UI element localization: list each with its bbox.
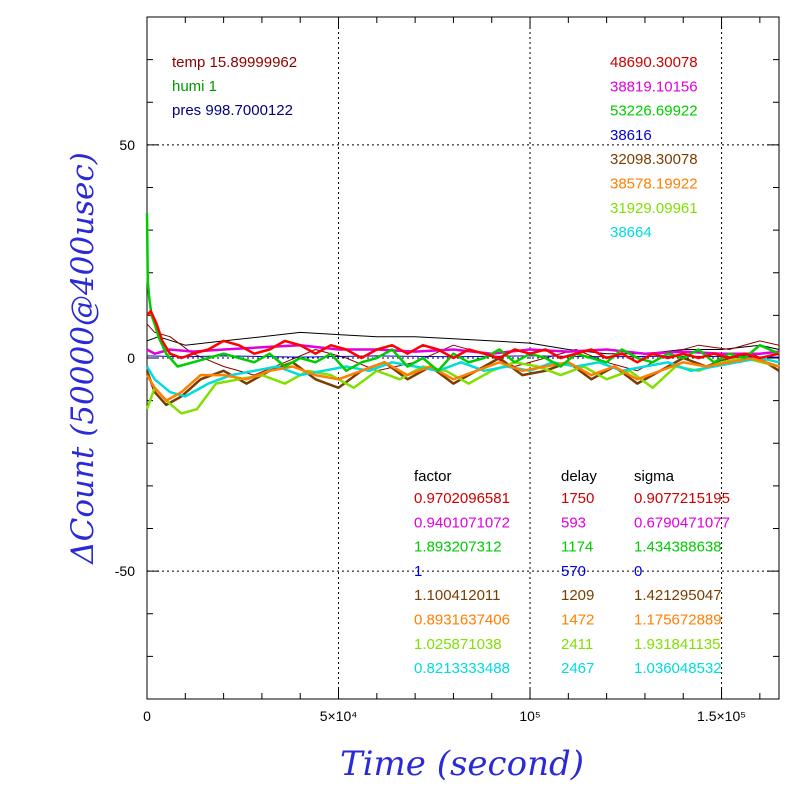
x-tick-label: 0 bbox=[143, 708, 151, 724]
table-cell-sigma: 0 bbox=[634, 563, 642, 580]
table-cell-sigma: 1.175672889 bbox=[634, 612, 722, 629]
table-cell-delay: 1750 bbox=[561, 490, 594, 507]
env-legend-entry: pres 998.7000122 bbox=[172, 102, 293, 119]
count-legend-entry: 38578.19922 bbox=[610, 176, 698, 193]
table-cell-sigma: 1.036048532 bbox=[634, 660, 722, 677]
count-legend-entry: 38616 bbox=[610, 127, 652, 144]
env-legend-entry: temp 15.89999962 bbox=[172, 54, 297, 71]
table-cell-factor: 1 bbox=[414, 563, 422, 580]
count-legend-entry: 31929.09961 bbox=[610, 200, 698, 217]
table-cell-sigma: 1.931841135 bbox=[634, 636, 720, 653]
count-legend-entry: 38664 bbox=[610, 224, 652, 241]
env-legend: temp 15.89999962 humi 1 pres 998.7000122 bbox=[172, 54, 297, 119]
series-line-8 bbox=[146, 355, 780, 358]
table-cell-delay: 1472 bbox=[561, 612, 594, 629]
x-tick-label: 1.5×10⁵ bbox=[697, 708, 746, 724]
table-cell-factor: 0.9401071072 bbox=[414, 514, 510, 531]
table-cell-factor: 0.8213333488 bbox=[414, 660, 510, 677]
y-tick-labels: 50 0 -50 bbox=[115, 137, 135, 579]
table-cell-delay: 2467 bbox=[561, 660, 594, 677]
parameter-table: factor delay sigma 0.9702096581 1750 0.907721… bbox=[414, 468, 730, 677]
table-header-factor: factor bbox=[414, 468, 452, 485]
table-header-sigma: sigma bbox=[634, 468, 675, 485]
table-cell-factor: 0.8931637406 bbox=[414, 612, 510, 629]
table-cell-sigma: 1.434388638 bbox=[634, 539, 722, 556]
table-cell-delay: 570 bbox=[561, 563, 586, 580]
table-cell-delay: 1174 bbox=[561, 539, 593, 556]
series-line-6 bbox=[145, 356, 780, 402]
table-cell-delay: 1209 bbox=[561, 587, 594, 604]
series-line-9 bbox=[145, 213, 780, 373]
table-cell-sigma: 1.421295047 bbox=[634, 587, 722, 604]
axis-ticks bbox=[147, 17, 779, 699]
y-tick-label: 50 bbox=[119, 137, 135, 153]
x-tick-label: 10⁵ bbox=[519, 708, 540, 724]
table-header-delay: delay bbox=[561, 468, 597, 485]
series-lines bbox=[145, 213, 780, 415]
x-tick-labels: 0 5×10⁴ 10⁵ 1.5×10⁵ bbox=[143, 708, 746, 724]
count-legend-entry: 32098.30078 bbox=[610, 151, 698, 168]
count-legend-entry: 53226.69922 bbox=[610, 103, 698, 120]
count-legend-entry: 48690.30078 bbox=[610, 54, 698, 71]
table-cell-factor: 1.893207312 bbox=[414, 539, 502, 556]
x-axis-title: Time (second) bbox=[340, 744, 584, 784]
count-legend: 48690.30078 38819.10156 53226.69922 38616 32… bbox=[610, 54, 698, 241]
y-tick-label: 0 bbox=[127, 350, 135, 366]
table-cell-sigma: 0.9077215195 bbox=[634, 490, 730, 507]
y-tick-label: -50 bbox=[115, 563, 135, 579]
table-cell-delay: 2411 bbox=[561, 636, 593, 653]
table-cell-factor: 1.100412011 bbox=[414, 587, 500, 604]
table-cell-sigma: 0.6790471077 bbox=[634, 514, 730, 531]
table-cell-factor: 1.025871038 bbox=[414, 636, 502, 653]
count-legend-entry: 38819.10156 bbox=[610, 78, 698, 95]
table-cell-delay: 593 bbox=[561, 514, 586, 531]
x-tick-label: 5×10⁴ bbox=[320, 708, 358, 724]
y-axis-title: ΔCount (50000@400usec) bbox=[65, 152, 101, 565]
table-cell-factor: 0.9702096581 bbox=[414, 490, 510, 507]
series-line-10 bbox=[146, 309, 780, 364]
env-legend-entry: humi 1 bbox=[172, 78, 217, 95]
